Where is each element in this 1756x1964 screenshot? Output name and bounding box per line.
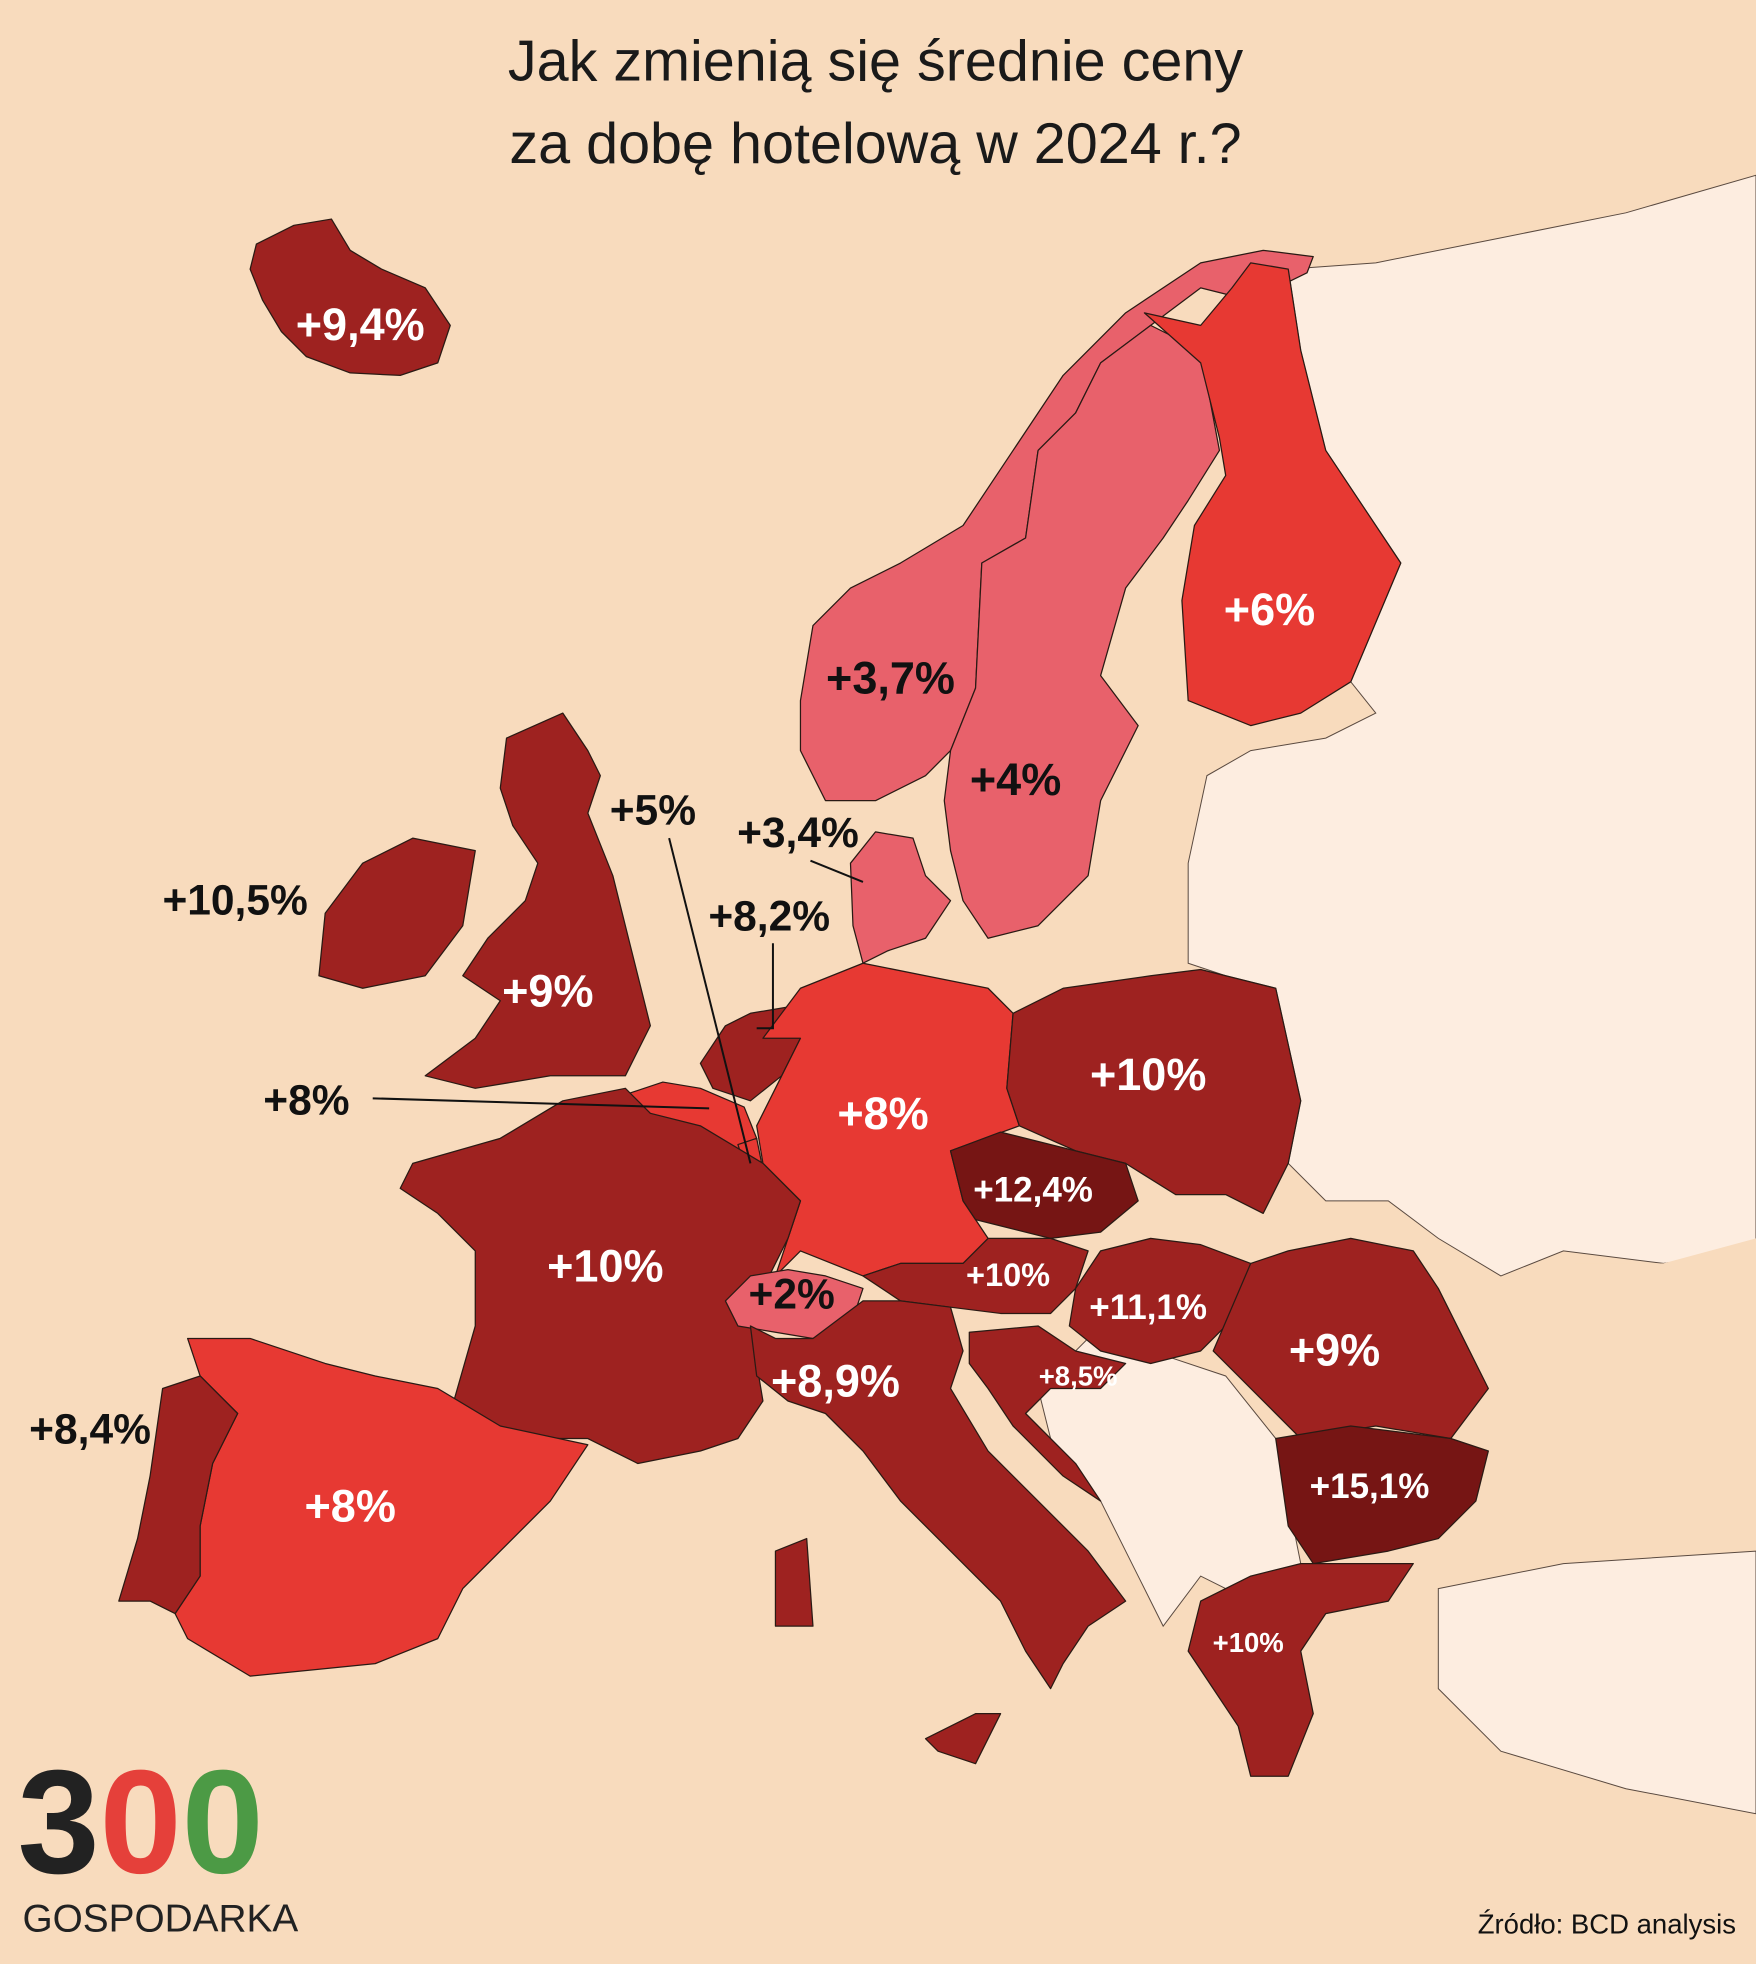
country [968,1325,1127,1502]
country [1143,262,1402,727]
logo-digits: 300 [18,1740,264,1905]
region-label: +8% [263,1078,349,1125]
country [749,1300,1127,1690]
logo-digit: 3 [18,1740,100,1905]
country [1187,1562,1414,1777]
country [424,712,651,1089]
title-line: Jak zmienią się średnie ceny [508,29,1244,93]
country [924,1713,1002,1765]
country [1006,968,1302,1215]
region-label: +6% [1224,584,1315,635]
country [118,1375,239,1615]
logo-name: GOSPODARKA [23,1898,299,1941]
region-label: +12,4% [973,1170,1093,1209]
region-label: +8,5% [1039,1361,1118,1392]
title-line: za dobę hotelową w 2024 r.? [509,112,1241,176]
labels: +9,4% +3,7% +4% +6% +3,4% +9% +10,5% +8,2% +8% +5… [29,299,1429,1658]
region-label: +8% [305,1481,396,1532]
region-label: +8,2% [708,894,830,941]
country [949,1131,1139,1240]
source: Źródło: BCD analysis [1478,1909,1736,1940]
leader-line [810,859,864,883]
black-sea [1488,1238,1756,1564]
region-label: +8,9% [771,1356,900,1407]
region-label: +10% [966,1257,1050,1293]
country [249,218,451,377]
region-label: +9,4% [296,299,425,350]
logo-digit: 0 [100,1740,182,1905]
background-land [1037,174,1756,1815]
region-label: +10% [1090,1049,1206,1100]
region-label: +11,1% [1089,1288,1207,1327]
leader-line [372,1097,710,1110]
country [318,837,476,989]
region-label: +4% [970,754,1061,805]
anatolia-land [1437,1550,1756,1815]
region-label: +10,5% [162,877,307,924]
region-label: +8% [837,1088,928,1139]
country [1212,1237,1489,1440]
region-label: +8,4% [29,1406,151,1453]
country [849,831,952,964]
country [1275,1425,1489,1565]
region-label: +2% [749,1271,835,1318]
country [943,324,1221,939]
region-label: +3,4% [737,810,859,857]
country [774,1537,814,1627]
leader-line [756,943,774,1030]
region-label: +5% [610,787,696,834]
countries [118,218,1489,1777]
leader-line [668,837,752,1164]
region-label: +9% [502,965,593,1016]
region-label: +9% [1289,1324,1380,1375]
logo-digit: 0 [182,1740,264,1905]
country [799,249,1314,802]
country [399,1087,802,1465]
region-label: +15,1% [1310,1467,1430,1506]
region-label: +10% [1213,1627,1284,1658]
region-label: +3,7% [826,653,955,704]
region-label: +10% [547,1241,663,1292]
